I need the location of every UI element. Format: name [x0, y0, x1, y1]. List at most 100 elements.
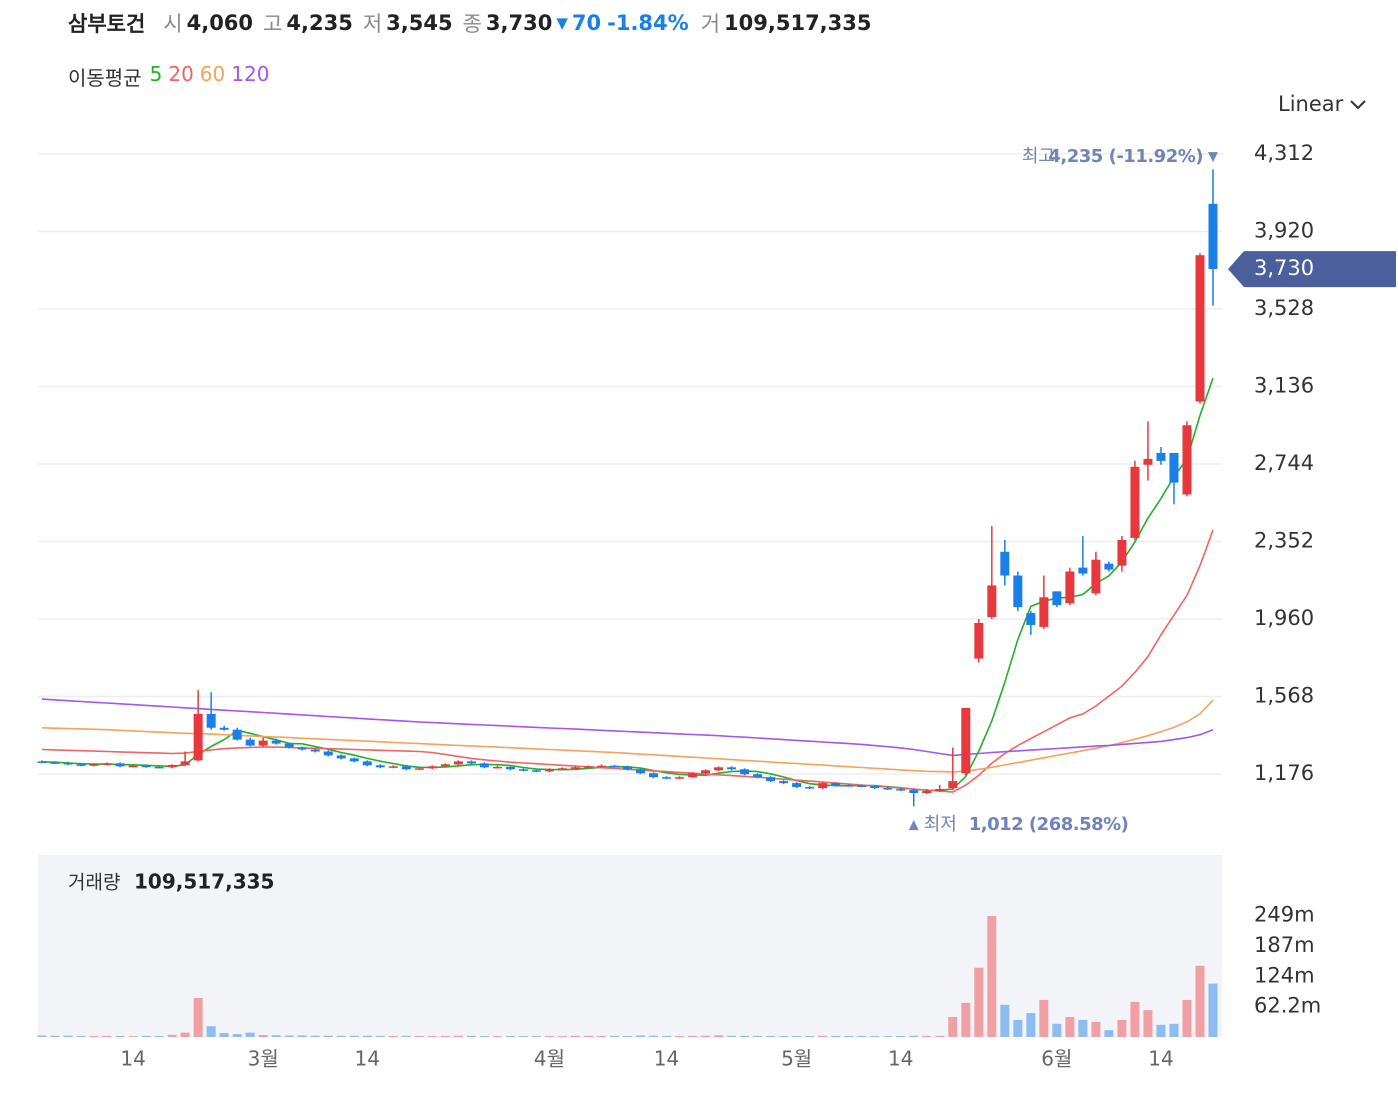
change-rate: -1.84% [607, 11, 689, 35]
candle-body [1104, 563, 1114, 570]
close-value: 3,730 [485, 11, 553, 35]
volume-bar [115, 1035, 125, 1037]
candle-body [518, 769, 528, 771]
volume-bar [349, 1035, 359, 1037]
high-label: 고 [263, 12, 283, 36]
candle-body [1078, 567, 1088, 574]
volume-bar [1091, 1021, 1101, 1037]
candle-body [115, 763, 125, 767]
change-value: 70 [571, 11, 602, 35]
legend-entry: 5 [149, 62, 163, 86]
candle-body [909, 790, 919, 794]
volume-bar [675, 1036, 685, 1037]
x-tick-label: 14 [654, 1047, 679, 1071]
volume-bar [89, 1036, 99, 1037]
candle-body [37, 761, 47, 763]
candle-body [245, 739, 255, 746]
volume-bar [440, 1035, 450, 1037]
volume-bar [141, 1035, 151, 1037]
volume-bar [310, 1035, 320, 1037]
candle-body [1013, 575, 1023, 608]
volume-bar [987, 915, 997, 1037]
candle-body [557, 768, 567, 770]
legend-entry: 60 [199, 62, 226, 86]
candle-body [76, 764, 86, 766]
candle-body [271, 740, 281, 744]
legend-entry: 120 [231, 62, 270, 86]
volume-bar [870, 1036, 880, 1037]
volume-bar [896, 1036, 906, 1037]
candle-body [154, 766, 164, 769]
candle-body [440, 764, 450, 767]
candle-body [857, 785, 867, 787]
candle-body [206, 713, 216, 728]
candle-body [987, 585, 997, 618]
moving-average-line [41, 529, 1214, 793]
y-tick-label: 62.2m [1254, 994, 1321, 1018]
candle-body [583, 766, 593, 768]
scale-mode-dropdown[interactable]: Linear [1278, 92, 1367, 116]
last-price-tag [1228, 251, 1396, 288]
candle-body [1026, 613, 1036, 625]
candle-body [844, 785, 854, 787]
candle-body [544, 769, 554, 772]
volume-bar [727, 1035, 737, 1037]
volume-bar [792, 1035, 802, 1037]
candle-body [102, 763, 112, 765]
candle-body [1130, 466, 1140, 538]
volume-bar [128, 1036, 138, 1037]
candle-body [883, 788, 893, 790]
volume-bar [336, 1035, 346, 1037]
volume-bar [1052, 1023, 1062, 1037]
candle-body [1065, 571, 1075, 604]
candle-body [427, 766, 437, 769]
x-tick-label: 14 [1148, 1047, 1173, 1071]
volume-bar [102, 1035, 112, 1037]
y-tick-label: 187m [1254, 933, 1315, 957]
candle-body [727, 767, 737, 770]
volume-bar [518, 1036, 528, 1037]
moving-average-line [41, 377, 1214, 792]
volume-bar [492, 1036, 502, 1037]
y-tick-label: 2,352 [1254, 529, 1314, 553]
volume-bar [974, 967, 984, 1037]
volume-bar [961, 1002, 971, 1037]
candle-body [753, 774, 763, 778]
candle-body [1208, 203, 1218, 270]
high-value: 4,235 [286, 11, 353, 35]
candle-body [609, 765, 619, 768]
candle-body [466, 761, 476, 764]
moving-average-legend: 이동평균 5 20 60 120 [68, 62, 269, 91]
candle-body [714, 767, 724, 771]
candle-body [284, 743, 294, 748]
volume-bar [922, 1035, 932, 1037]
volume-bar [427, 1036, 437, 1037]
candle-body [1117, 539, 1127, 566]
quote-header: 삼부토건 시 4,060 고 4,235 저 3,545 종 3,730 ▼ 7… [68, 8, 882, 38]
volume-bar [1156, 1024, 1166, 1037]
volume-bar [1104, 1030, 1114, 1037]
candle-body [1156, 452, 1166, 461]
y-tick-label: 3,136 [1254, 374, 1314, 398]
scale-mode-text: Linear [1278, 92, 1344, 116]
volume-bar [232, 1034, 242, 1037]
candle-body [701, 770, 711, 774]
candle-body [779, 781, 789, 784]
x-tick-label: 6월 [1041, 1047, 1072, 1071]
candle-body [1091, 559, 1101, 594]
volume-bar [1026, 1013, 1036, 1037]
down-arrow: ▼ [556, 14, 568, 32]
volume-bar [479, 1035, 489, 1037]
candle-body [896, 789, 906, 791]
candle-body [1052, 591, 1062, 606]
candle-body [193, 713, 203, 761]
y-tick-label: 2,744 [1254, 451, 1314, 475]
volume-bar [206, 1026, 216, 1037]
candle-body [349, 758, 359, 762]
volume-bar [688, 1035, 698, 1037]
volume-bar [740, 1035, 750, 1037]
candle-body [167, 764, 177, 768]
open-label: 시 [163, 12, 183, 36]
stock-name: 삼부토건 [68, 12, 146, 36]
volume-bar [1195, 965, 1205, 1037]
